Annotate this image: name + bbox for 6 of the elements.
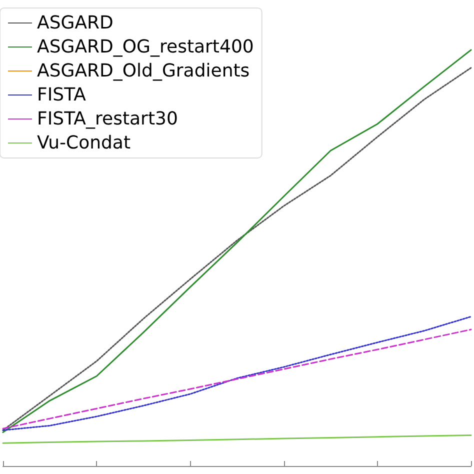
legend-label: ASGARD: [37, 12, 114, 34]
legend-label: ASGARD_OG_restart400: [37, 36, 254, 58]
legend-label: FISTA_restart30: [37, 108, 178, 130]
legend-label: Vu-Condat: [37, 132, 130, 154]
legend-label: ASGARD_Old_Gradients: [37, 60, 250, 82]
legend-label: FISTA: [37, 84, 87, 106]
